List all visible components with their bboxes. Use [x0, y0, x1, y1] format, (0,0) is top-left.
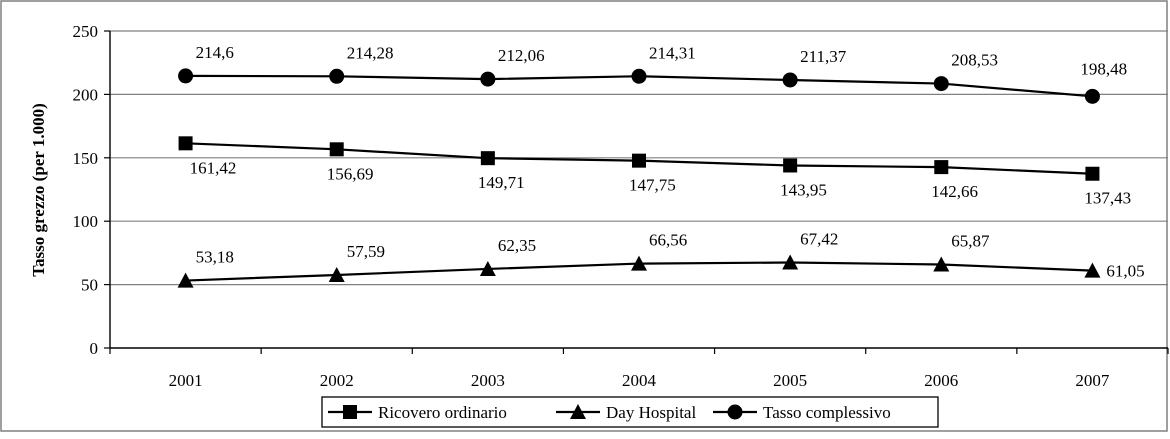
y-tick-label: 150 [73, 149, 99, 168]
x-tick-label: 2007 [1075, 371, 1110, 390]
y-tick-label: 250 [73, 22, 99, 41]
legend: Ricovero ordinario Day Hospital Tasso comp… [321, 396, 939, 428]
data-point [177, 272, 194, 288]
data-label: 161,42 [190, 158, 237, 177]
data-label: 143,95 [780, 180, 827, 199]
legend-label: Tasso complessivo [763, 403, 891, 422]
data-label: 208,53 [951, 51, 998, 70]
data-label: 214,31 [649, 43, 696, 62]
data-point [1085, 166, 1100, 181]
series-square: 161,42 156,69 149,71 147,75 143,95 142,66 137,… [178, 136, 1131, 208]
x-tick-label: 2003 [471, 371, 505, 390]
legend-item: Ricovero ordinario [328, 403, 507, 422]
data-point [329, 68, 345, 84]
data-label: 198,48 [1080, 59, 1127, 78]
legend-marker [727, 404, 743, 420]
data-point [1084, 88, 1100, 104]
data-point [632, 153, 646, 168]
data-point [328, 266, 345, 282]
legend-marker [570, 404, 586, 419]
data-label: 62,35 [498, 236, 536, 255]
data-label: 147,75 [629, 176, 676, 195]
gridlines [110, 30, 1168, 286]
data-point [480, 151, 495, 166]
data-point [934, 160, 949, 175]
data-label: 66,56 [649, 231, 687, 250]
legend-item: Tasso complessivo [713, 403, 891, 422]
data-point [631, 255, 647, 271]
y-tick-label: 0 [90, 339, 99, 358]
legend-label: Ricovero ordinario [378, 403, 507, 422]
data-point [178, 136, 193, 151]
x-tick-label: 2006 [924, 371, 958, 390]
y-tick-label: 200 [73, 85, 99, 104]
data-label: 142,66 [931, 182, 978, 201]
data-label: 214,28 [347, 43, 394, 62]
data-point [933, 76, 949, 92]
data-label: 61,05 [1106, 262, 1144, 281]
data-label: 211,37 [800, 47, 847, 66]
data-label: 214,6 [196, 43, 234, 62]
y-tick-label: 100 [73, 212, 99, 231]
data-point [783, 158, 798, 173]
data-point [782, 72, 798, 88]
data-label: 65,87 [951, 231, 990, 250]
data-label: 149,71 [478, 173, 525, 192]
data-point [479, 260, 496, 276]
series-group: 161,42 156,69 149,71 147,75 143,95 142,66 137,… [177, 43, 1145, 288]
x-tick-label: 2004 [622, 371, 657, 390]
axes: 0 50 100 150 200 250 2001 2002 2003 2004 2005 2006 2… [73, 22, 1169, 390]
data-label: 137,43 [1084, 189, 1131, 208]
data-point [480, 71, 496, 87]
x-tick-label: 2005 [773, 371, 807, 390]
x-tick-label: 2002 [320, 371, 354, 390]
x-tick-label: 2001 [169, 371, 203, 390]
data-point [329, 142, 344, 157]
series-circle: 214,6 214,28 212,06 214,31 211,37 208,53 198,4… [178, 43, 1127, 104]
data-label: 212,06 [498, 46, 545, 65]
data-point [631, 68, 647, 84]
legend-label: Day Hospital [606, 403, 696, 422]
legend-item: Day Hospital [556, 403, 696, 422]
legend-box [321, 396, 939, 428]
data-point [178, 68, 194, 84]
data-label: 53,18 [196, 248, 234, 267]
legend-marker [343, 405, 357, 419]
data-label: 67,42 [800, 230, 838, 249]
data-point [782, 254, 799, 270]
data-label: 57,59 [347, 242, 385, 261]
data-label: 156,69 [327, 164, 374, 183]
y-tick-label: 50 [81, 276, 98, 295]
series-triangle: 53,18 57,59 62,35 66,56 67,42 65,87 61,05 [177, 230, 1145, 288]
data-point [1084, 262, 1101, 278]
data-point [933, 256, 950, 272]
y-axis-label: Tasso grezzo (per 1.000) [29, 103, 48, 276]
